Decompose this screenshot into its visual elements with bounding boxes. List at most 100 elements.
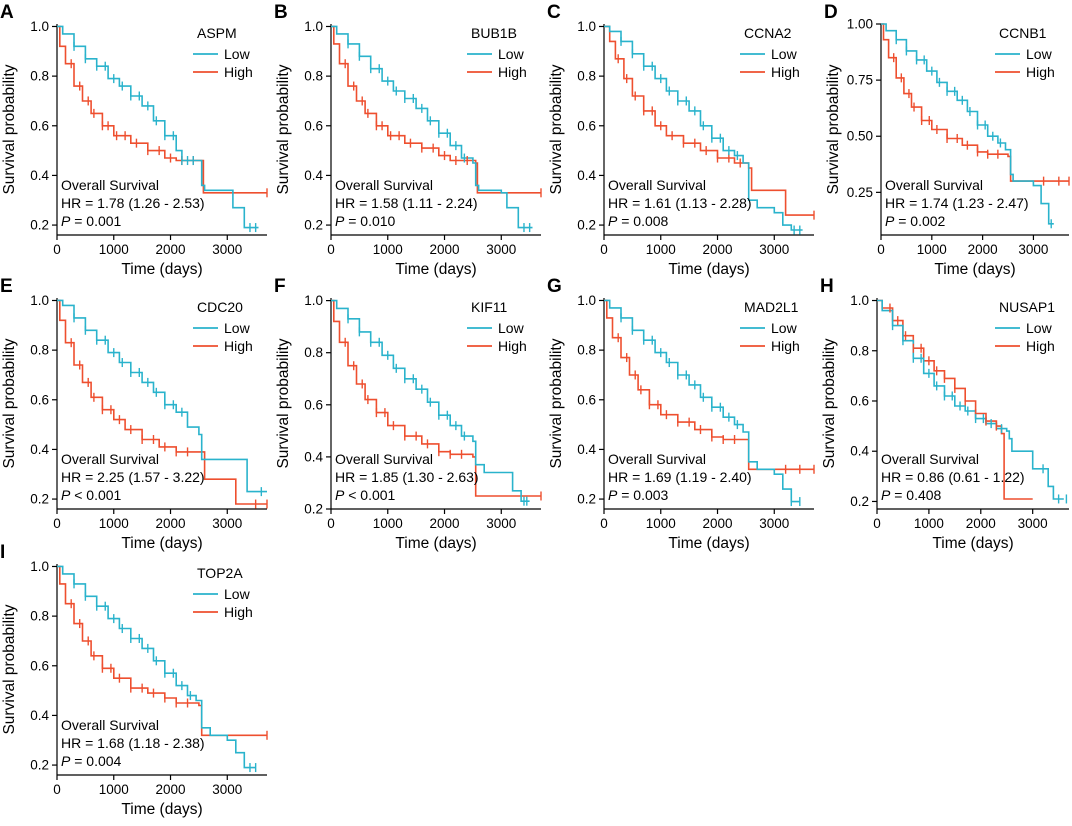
km-panel-b: B 0.2 0.4 0.6 0.8 1.0 0 1000 2000 3000 Time (days)… bbox=[274, 2, 542, 278]
panel-label: D bbox=[824, 2, 838, 23]
x-axis-label: Time (days) bbox=[121, 261, 202, 278]
hazard-ratio: HR = 1.68 (1.18 - 2.38) bbox=[61, 735, 205, 751]
x-axis-label: Time (days) bbox=[932, 535, 1013, 552]
p-value-text: < 0.001 bbox=[344, 487, 395, 503]
y-axis-label: Survival probability bbox=[275, 64, 292, 194]
y-tick-label: 0.8 bbox=[577, 69, 596, 84]
y-tick-label: 0.4 bbox=[30, 168, 49, 183]
y-tick-label: 0.8 bbox=[30, 343, 49, 358]
panel-label: E bbox=[0, 276, 13, 297]
hazard-ratio: HR = 1.85 (1.30 - 2.63) bbox=[335, 469, 479, 485]
gene-name: CDC20 bbox=[197, 299, 243, 315]
x-axis-label: Time (days) bbox=[668, 261, 749, 278]
x-tick-label: 0 bbox=[600, 242, 608, 257]
x-tick-label: 0 bbox=[327, 242, 335, 257]
y-axis-label: Survival probability bbox=[275, 338, 292, 468]
x-tick-label: 2000 bbox=[429, 242, 459, 257]
y-tick-label: 0.2 bbox=[577, 492, 596, 507]
km-curve-high bbox=[331, 25, 541, 194]
overall-survival-label: Overall Survival bbox=[881, 451, 979, 467]
p-value-text: = 0.002 bbox=[894, 213, 945, 229]
legend-label-low: Low bbox=[498, 46, 525, 62]
x-axis-label: Time (days) bbox=[121, 535, 202, 552]
y-tick-label: 0.4 bbox=[850, 444, 869, 459]
x-tick-label: 3000 bbox=[212, 242, 242, 257]
y-tick-label: 0.6 bbox=[304, 397, 323, 412]
x-tick-label: 1000 bbox=[373, 516, 403, 531]
y-axis-label: Survival probability bbox=[1, 64, 18, 194]
hazard-ratio: HR = 2.25 (1.57 - 3.22) bbox=[61, 469, 205, 485]
y-tick-label: 0.2 bbox=[850, 494, 869, 509]
y-tick-label: 1.0 bbox=[30, 19, 49, 34]
y-tick-label: 1.0 bbox=[850, 293, 869, 308]
y-tick-label: 1.0 bbox=[30, 559, 49, 574]
x-tick-label: 2000 bbox=[155, 516, 185, 531]
km-panel-h: H 0.2 0.4 0.6 0.8 1.0 0 1000 2000 3000 Time (days)… bbox=[820, 276, 1069, 552]
km-panel-g: G 0.2 0.4 0.6 0.8 1.0 0 1000 2000 3000 Time (days)… bbox=[547, 276, 815, 552]
y-tick-label: 0.25 bbox=[847, 185, 873, 200]
legend-label-high: High bbox=[224, 338, 253, 354]
p-value-text: = 0.010 bbox=[344, 213, 395, 229]
km-curve-high bbox=[604, 25, 814, 216]
y-tick-label: 0.75 bbox=[847, 73, 873, 88]
x-axis-label: Time (days) bbox=[668, 535, 749, 552]
y-tick-label: 0.2 bbox=[30, 758, 49, 773]
x-tick-label: 1000 bbox=[99, 242, 129, 257]
hazard-ratio: HR = 1.69 (1.19 - 2.40) bbox=[608, 469, 752, 485]
x-tick-label: 0 bbox=[327, 516, 335, 531]
y-axis-label: Survival probability bbox=[825, 64, 842, 194]
x-tick-label: 3000 bbox=[486, 242, 516, 257]
gene-name: TOP2A bbox=[197, 565, 243, 581]
km-curve-low bbox=[57, 299, 267, 493]
x-tick-label: 1000 bbox=[646, 516, 676, 531]
p-symbol: P bbox=[881, 487, 891, 503]
legend-label-high: High bbox=[224, 64, 253, 80]
x-tick-label: 0 bbox=[53, 242, 61, 257]
overall-survival-label: Overall Survival bbox=[885, 177, 983, 193]
x-tick-label: 0 bbox=[600, 516, 608, 531]
legend-label-high: High bbox=[1026, 338, 1055, 354]
y-tick-label: 1.00 bbox=[847, 17, 873, 32]
p-value-text: < 0.001 bbox=[70, 487, 121, 503]
x-axis-label: Time (days) bbox=[395, 535, 476, 552]
x-tick-label: 3000 bbox=[486, 516, 516, 531]
x-tick-label: 3000 bbox=[1018, 242, 1048, 257]
y-tick-label: 0.4 bbox=[30, 442, 49, 457]
x-tick-label: 0 bbox=[53, 782, 61, 797]
gene-name: NUSAP1 bbox=[999, 299, 1055, 315]
p-symbol: P bbox=[608, 487, 618, 503]
gene-name: CCNB1 bbox=[999, 25, 1047, 41]
km-curve-high bbox=[877, 299, 1033, 500]
y-tick-label: 0.6 bbox=[30, 392, 49, 407]
hazard-ratio: HR = 1.58 (1.11 - 2.24) bbox=[335, 195, 478, 211]
p-symbol: P bbox=[335, 213, 345, 229]
y-tick-label: 0.6 bbox=[30, 658, 49, 673]
legend-label-high: High bbox=[771, 64, 800, 80]
y-tick-label: 1.0 bbox=[30, 293, 49, 308]
legend-label-high: High bbox=[1026, 64, 1055, 80]
x-tick-label: 2000 bbox=[155, 782, 185, 797]
legend-label-low: Low bbox=[224, 320, 251, 336]
y-tick-label: 0.4 bbox=[304, 168, 323, 183]
legend-label-high: High bbox=[224, 604, 253, 620]
p-value-text: = 0.004 bbox=[70, 753, 121, 769]
y-tick-label: 0.2 bbox=[304, 502, 323, 517]
p-value: P < 0.001 bbox=[335, 487, 396, 503]
gene-name: KIF11 bbox=[471, 299, 508, 315]
p-value: P < 0.001 bbox=[61, 487, 122, 503]
p-symbol: P bbox=[61, 487, 71, 503]
p-symbol: P bbox=[61, 753, 71, 769]
y-tick-label: 0.4 bbox=[304, 449, 323, 464]
overall-survival-label: Overall Survival bbox=[608, 177, 706, 193]
x-tick-label: 3000 bbox=[759, 242, 789, 257]
gene-name: BUB1B bbox=[471, 25, 517, 41]
x-tick-label: 1000 bbox=[914, 516, 944, 531]
km-curve-low bbox=[881, 23, 1054, 225]
y-tick-label: 0.6 bbox=[30, 118, 49, 133]
x-tick-label: 1000 bbox=[373, 242, 403, 257]
p-value-text: = 0.408 bbox=[890, 487, 941, 503]
overall-survival-label: Overall Survival bbox=[61, 717, 159, 733]
y-tick-label: 0.4 bbox=[577, 168, 596, 183]
hazard-ratio: HR = 1.74 (1.23 - 2.47) bbox=[885, 195, 1029, 211]
